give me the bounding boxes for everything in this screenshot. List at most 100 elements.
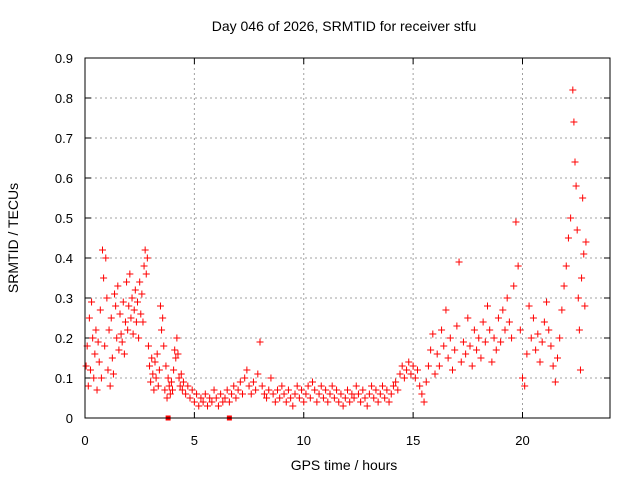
data-point [488,358,496,366]
data-point [86,366,94,374]
data-point [137,310,145,318]
data-point [348,390,356,398]
data-point [148,354,156,362]
data-point [115,346,123,354]
data-point [126,270,134,278]
data-point [172,354,180,362]
data-point [562,262,570,270]
data-point [572,182,580,190]
data-point [156,302,164,310]
data-point [319,394,327,402]
data-point [278,382,286,390]
data-point [105,326,113,334]
data-point [182,390,190,398]
data-point [114,282,122,290]
data-point [195,402,203,410]
y-tick-label: 0.5 [55,211,73,226]
data-point [389,382,397,390]
data-point [95,358,103,366]
data-point [298,386,306,394]
data-point [214,402,222,410]
data-point [567,214,575,222]
data-point [403,366,411,374]
data-point [459,338,467,346]
data-point [101,342,109,350]
data-point [212,394,220,402]
data-point [289,402,297,410]
data-point [125,302,133,310]
data-point [396,370,404,378]
data-point [119,298,127,306]
data-point [330,394,338,402]
data-point [490,334,498,342]
data-point [258,382,266,390]
data-point [135,334,143,342]
data-point [453,322,461,330]
data-point [236,378,244,386]
data-point [477,354,485,362]
data-point [455,258,463,266]
data-point [173,334,181,342]
data-point [159,314,167,322]
data-point [326,390,334,398]
data-point [136,278,144,286]
data-point [551,378,559,386]
data-point [368,382,376,390]
data-point [311,386,319,394]
data-point [574,294,582,302]
data-point [328,382,336,390]
data-point [96,306,104,314]
data-point [365,390,373,398]
data-point [93,386,101,394]
data-point [149,370,157,378]
data-point [538,338,546,346]
data-point [99,246,106,254]
x-axis-label: GPS time / hours [291,457,398,473]
data-point [554,354,561,362]
data-point [569,86,577,94]
data-point [295,394,303,402]
data-point [317,382,325,390]
data-point [429,330,437,338]
data-point [473,346,481,354]
data-point [529,314,537,322]
data-point [265,386,273,394]
data-point [120,350,128,358]
data-point [387,390,395,398]
data-point [287,394,295,402]
data-point [243,366,251,374]
data-point [85,314,93,322]
y-tick-label: 0.3 [55,291,73,306]
data-point [163,394,171,402]
data-point [112,302,120,310]
data-point [357,398,365,406]
data-point [424,362,432,370]
data-point [578,274,586,282]
data-point [274,386,281,394]
data-point [123,278,131,286]
axis-ticks [84,57,610,419]
data-point [282,398,290,406]
data-point [140,262,148,270]
data-point [184,382,192,390]
data-point [446,334,454,342]
data-point [116,310,124,318]
data-point [383,386,391,394]
data-point [416,382,424,390]
data-point [143,254,151,262]
data-point [337,390,345,398]
data-point [575,326,583,334]
data-point [263,394,271,402]
chart-title: Day 046 of 2026, SRMTID for receiver stf… [212,18,477,34]
data-point [152,374,160,382]
data-point [376,390,384,398]
data-point [309,378,316,386]
data-point [247,390,255,398]
data-point [271,398,279,406]
data-point [91,350,99,358]
data-point [523,350,531,358]
data-point [223,386,231,394]
data-points [82,86,590,410]
grid-lines [85,58,610,418]
